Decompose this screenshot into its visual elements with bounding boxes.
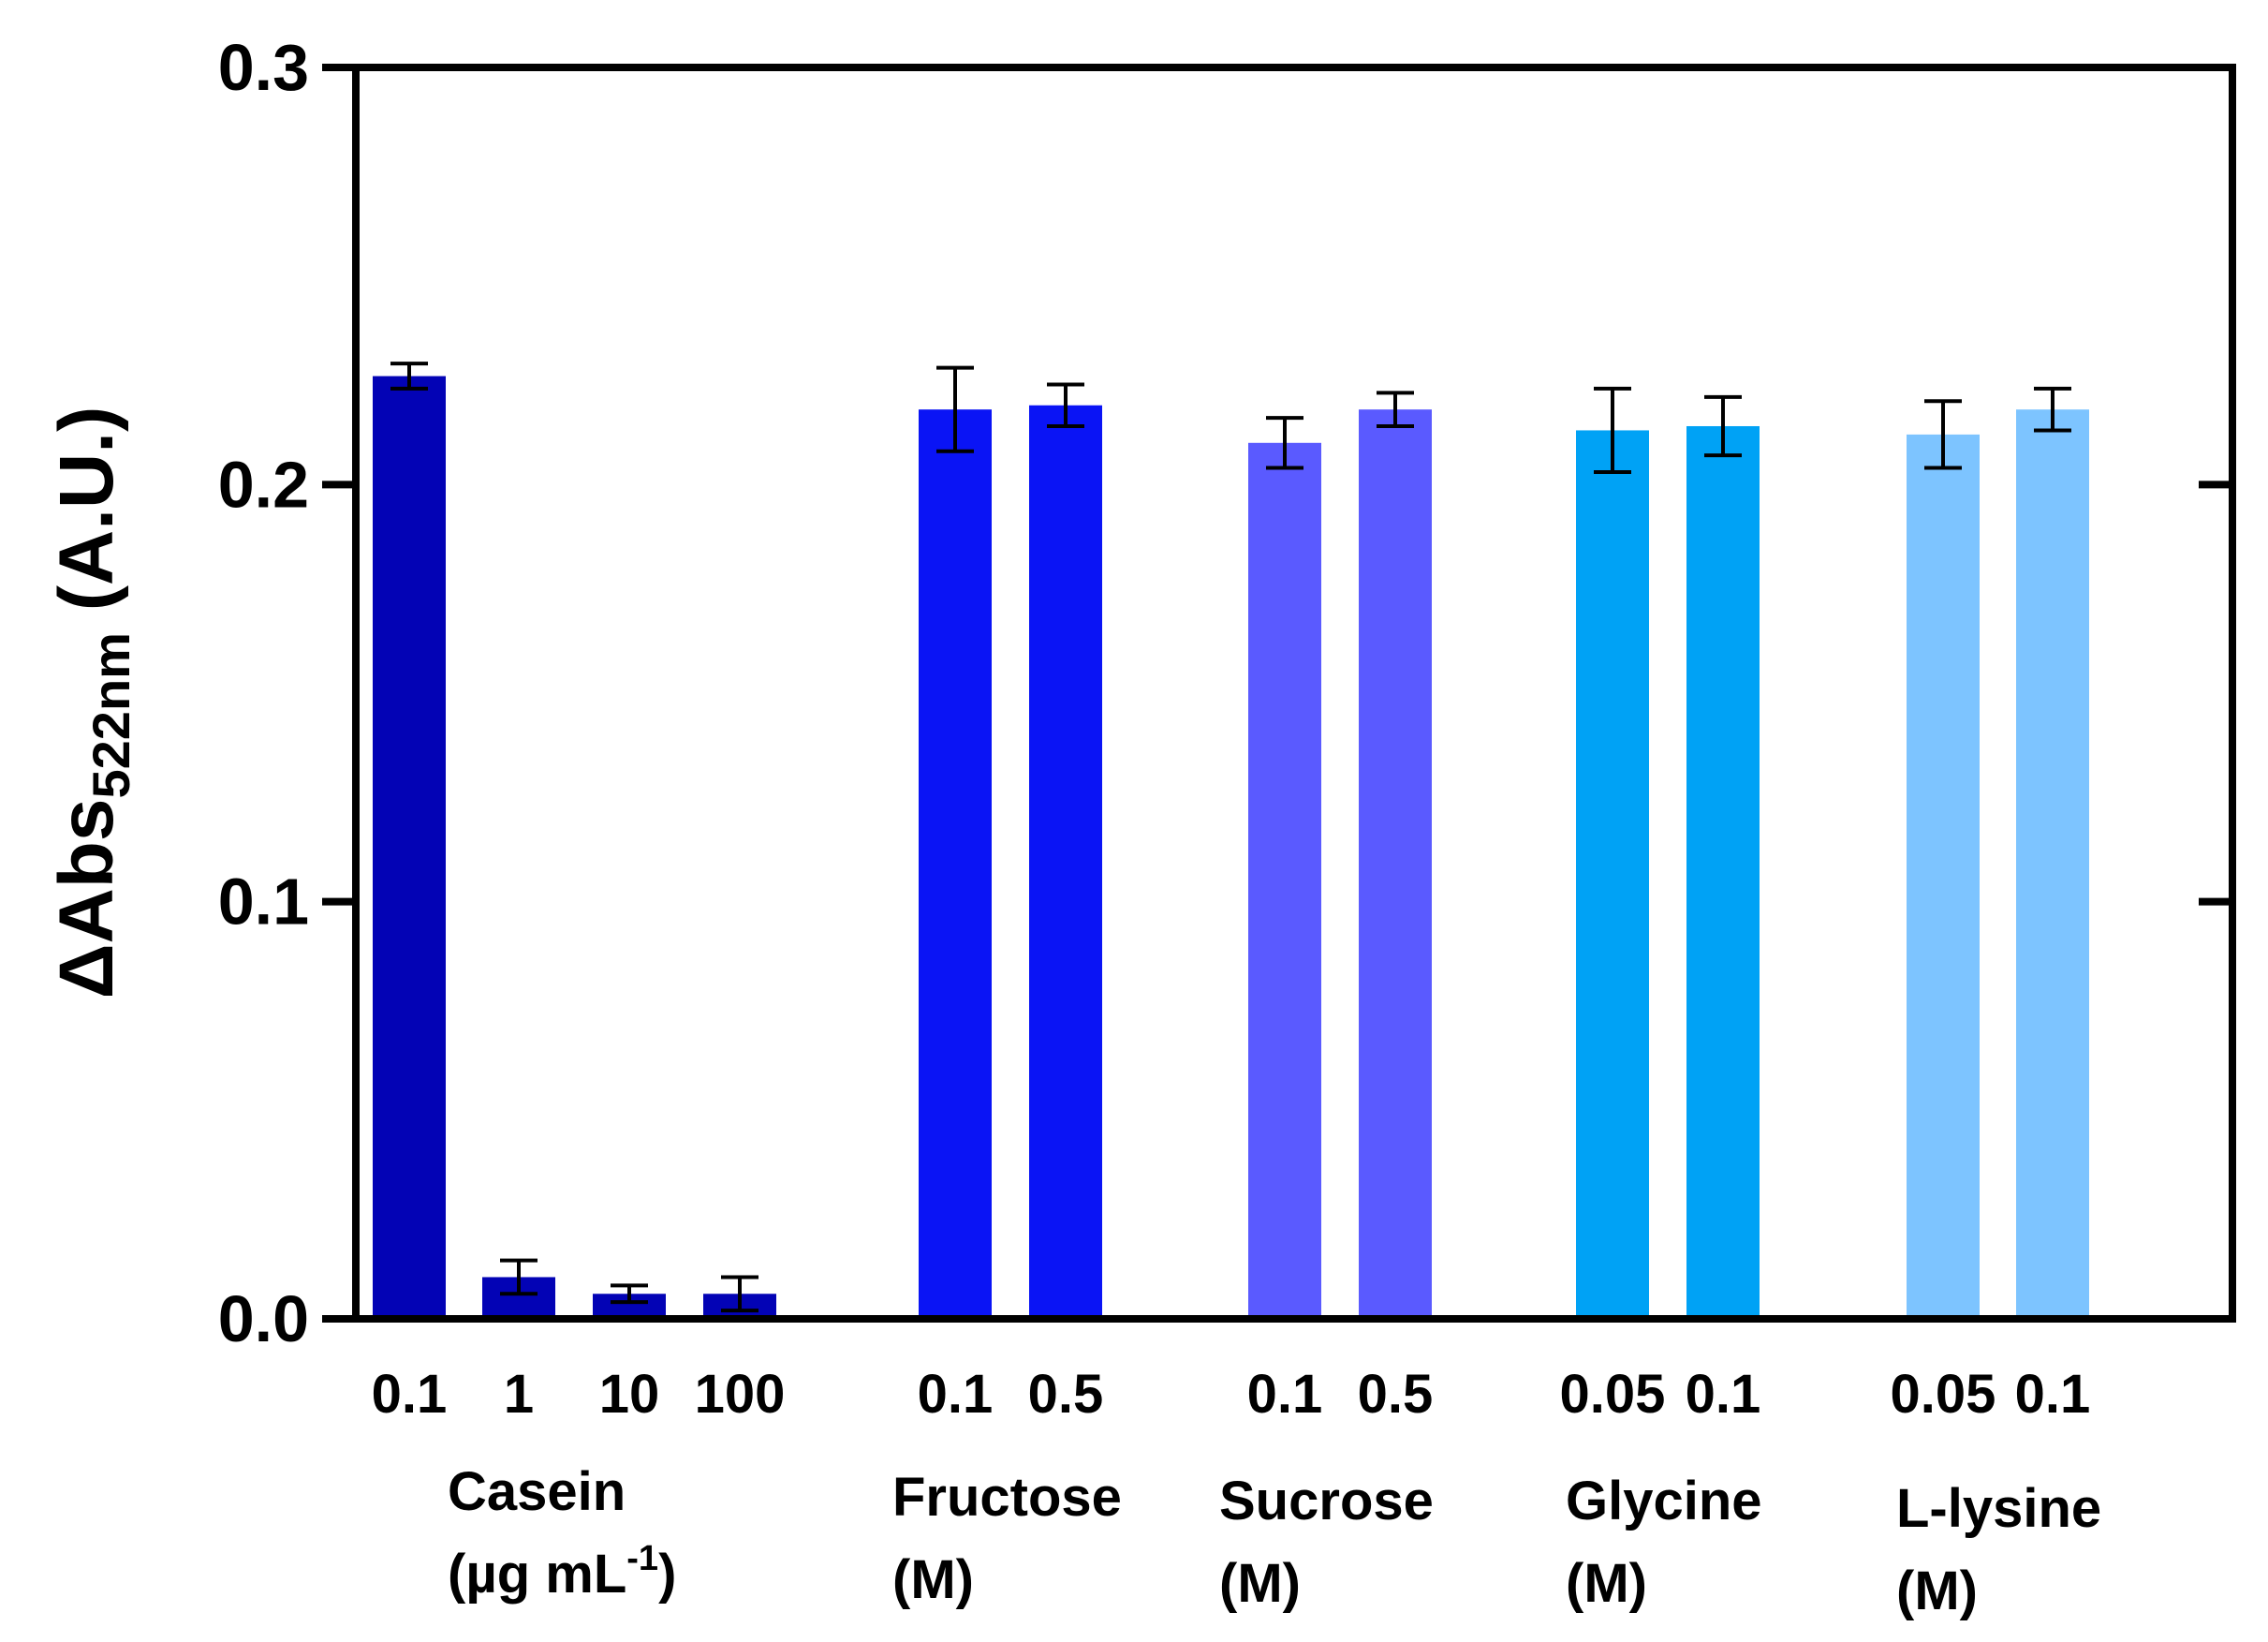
y-axis-title-unit: (A.U.) bbox=[44, 407, 129, 632]
group-unit-casein: (µg mL-1) bbox=[448, 1539, 676, 1605]
bar-glycine-0.05 bbox=[1576, 430, 1649, 1319]
x-tick-label: 0.5 bbox=[1358, 1364, 1434, 1425]
bar-l-lysine-0.05 bbox=[1907, 434, 1980, 1320]
bar-fructose-0.5 bbox=[1029, 405, 1102, 1320]
group-unit-sucrose: (M) bbox=[1219, 1553, 1301, 1614]
axes-layer bbox=[322, 64, 2236, 1323]
error-bar-fructose-0.1 bbox=[936, 365, 974, 453]
error-bar-casein-1 bbox=[500, 1258, 538, 1296]
x-tick-label: 0.1 bbox=[2015, 1364, 2091, 1425]
group-unit-text: (M) bbox=[892, 1549, 974, 1610]
x-tick-label: 0.1 bbox=[1686, 1364, 1761, 1425]
bar-fructose-0.1 bbox=[919, 409, 992, 1319]
group-unit-text: (µg mL bbox=[448, 1544, 626, 1605]
y-tick-label: 0.3 bbox=[218, 31, 309, 104]
bar-glycine-0.1 bbox=[1686, 425, 1760, 1319]
error-bar-fructose-0.5 bbox=[1047, 382, 1084, 428]
group-label-casein: Casein bbox=[448, 1461, 626, 1522]
x-tick-label: 100 bbox=[695, 1364, 786, 1425]
error-bar-casein-100 bbox=[721, 1275, 758, 1313]
x-tick-label: 10 bbox=[599, 1364, 660, 1425]
x-tick-label: 0.1 bbox=[1247, 1364, 1323, 1425]
error-bar-sucrose-0.1 bbox=[1266, 416, 1303, 470]
group-label-sucrose: Sucrose bbox=[1219, 1471, 1434, 1531]
y-axis-title-delta: Δ bbox=[44, 943, 129, 999]
error-bar-l-lysine-0.05 bbox=[1924, 399, 1962, 470]
group-label-l-lysine: L-lysine bbox=[1896, 1478, 2101, 1539]
error-bar-l-lysine-0.1 bbox=[2034, 386, 2071, 433]
group-unit-superscript: -1 bbox=[626, 1539, 658, 1578]
x-tick-label: 1 bbox=[504, 1364, 534, 1425]
group-label-fructose: Fructose bbox=[892, 1467, 1122, 1528]
y-tick-label: 0.0 bbox=[218, 1282, 309, 1355]
x-tick-label: 0.05 bbox=[1891, 1364, 1996, 1425]
y-axis-title: ΔAbs522nm (A.U.) bbox=[44, 407, 140, 999]
bar-l-lysine-0.1 bbox=[2016, 409, 2089, 1319]
error-bars-layer bbox=[390, 362, 2071, 1313]
error-bar-glycine-0.05 bbox=[1594, 386, 1631, 474]
bars-layer bbox=[373, 376, 2089, 1320]
y-tick-label: 0.2 bbox=[218, 448, 309, 521]
error-bar-casein-0.1 bbox=[390, 362, 428, 391]
group-unit-text: (M) bbox=[1219, 1553, 1301, 1614]
x-tick-label: 0.1 bbox=[918, 1364, 994, 1425]
group-unit-text: (M) bbox=[1896, 1561, 1978, 1621]
group-label-glycine: Glycine bbox=[1566, 1471, 1762, 1531]
error-bar-casein-10 bbox=[611, 1283, 648, 1305]
group-unit-l-lysine: (M) bbox=[1896, 1561, 1978, 1621]
bar-casein-0.1 bbox=[373, 376, 446, 1320]
y-tick-label: 0.1 bbox=[218, 865, 309, 939]
labels-layer: 0.1 1 10 100 0.1 0.5 0.1 0.5 0.05 0.1 0.05 0.1Casei… bbox=[218, 31, 2101, 1621]
group-unit-glycine: (M) bbox=[1566, 1553, 1647, 1614]
y-axis-title-subscript: 522nm bbox=[81, 632, 140, 798]
bar-sucrose-0.1 bbox=[1248, 442, 1321, 1319]
x-tick-label: 0.05 bbox=[1560, 1364, 1666, 1425]
y-axis-title-main: Abs bbox=[44, 798, 129, 943]
group-unit-close: ) bbox=[658, 1544, 676, 1605]
error-bar-glycine-0.1 bbox=[1704, 394, 1742, 458]
group-unit-text: (M) bbox=[1566, 1553, 1647, 1614]
group-unit-fructose: (M) bbox=[892, 1549, 974, 1610]
x-tick-label: 0.1 bbox=[372, 1364, 448, 1425]
bar-sucrose-0.5 bbox=[1359, 409, 1432, 1319]
x-tick-label: 0.5 bbox=[1028, 1364, 1104, 1425]
error-bar-sucrose-0.5 bbox=[1377, 391, 1414, 428]
